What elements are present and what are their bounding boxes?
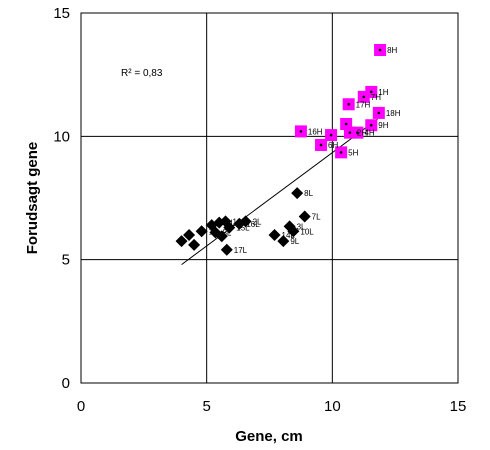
x-tick-label: 15 [450, 398, 467, 415]
point-label: 7L [312, 213, 321, 222]
point-label: 4H [364, 129, 374, 138]
marker-center-dot [347, 102, 350, 106]
y-axis-title: Forudsagt gene [24, 142, 41, 255]
point-label: 18H [386, 109, 401, 118]
point-label: 4L [226, 219, 235, 228]
diamond-marker [287, 225, 300, 238]
point-label: 3L [297, 222, 306, 231]
diamond-marker [195, 225, 208, 238]
marker-center-dot [369, 123, 373, 127]
diamond-marker [291, 187, 304, 200]
diamond-marker [239, 215, 252, 228]
point-label: 16L [246, 220, 260, 229]
marker-center-dot [339, 151, 343, 154]
diamond-marker [175, 235, 188, 248]
point-label: 8H [387, 46, 397, 55]
point-label: 15L [236, 224, 250, 233]
y-tick-label: 15 [53, 5, 70, 22]
point-label: 9L [290, 237, 299, 246]
y-tick-label: 5 [62, 252, 70, 269]
point-label: 14L [282, 231, 296, 240]
point-label: 5L [222, 229, 231, 238]
x-tick-label: 5 [202, 398, 210, 415]
diamond-marker [277, 235, 290, 248]
point-label: 2L [253, 217, 262, 226]
point-label: 8L [304, 189, 313, 198]
trendline [181, 118, 378, 266]
r-squared-annotation: R² = 0,83 [121, 68, 163, 79]
diamond-marker [268, 229, 281, 241]
marker-center-dot [319, 143, 323, 147]
point-label: 2H [357, 129, 367, 138]
grid-lines [81, 13, 458, 383]
diamond-marker [215, 230, 228, 243]
tick-labels: 0 5 10 15 0 5 10 15 [53, 5, 466, 415]
point-label: 5H [348, 148, 358, 157]
point-label: 9H [378, 121, 388, 130]
marker-center-dot [299, 130, 303, 133]
point-label: 17L [234, 246, 248, 255]
x-tick-label: 10 [324, 398, 341, 415]
y-tick-label: 10 [53, 128, 70, 145]
marker-center-dot [369, 90, 373, 94]
data-points [175, 44, 387, 256]
x-axis-title: Gene, cm [235, 428, 303, 445]
marker-center-dot [378, 48, 382, 52]
marker-center-dot [344, 122, 348, 126]
x-tick-label: 0 [77, 398, 85, 415]
plot-area-frame [80, 12, 459, 384]
diamond-marker [223, 221, 236, 234]
point-label: 1L [209, 227, 218, 236]
diamond-marker [220, 243, 233, 256]
point-label: 1H [378, 88, 388, 97]
point-label: 18L [233, 217, 247, 226]
point-label: 7H [371, 93, 381, 102]
marker-center-dot [377, 111, 381, 115]
marker-center-dot [329, 133, 333, 137]
diamond-marker [183, 229, 196, 241]
point-label: 16H [308, 127, 323, 136]
y-tick-label: 0 [62, 375, 70, 392]
marker-center-dot [356, 131, 359, 134]
point-label: 6H [328, 141, 338, 150]
diamond-marker [298, 210, 311, 223]
marker-center-dot [362, 95, 366, 99]
point-label: 10L [300, 227, 314, 236]
point-label: 17H [356, 100, 371, 109]
diamond-marker [188, 238, 201, 251]
marker-center-dot [348, 131, 352, 134]
